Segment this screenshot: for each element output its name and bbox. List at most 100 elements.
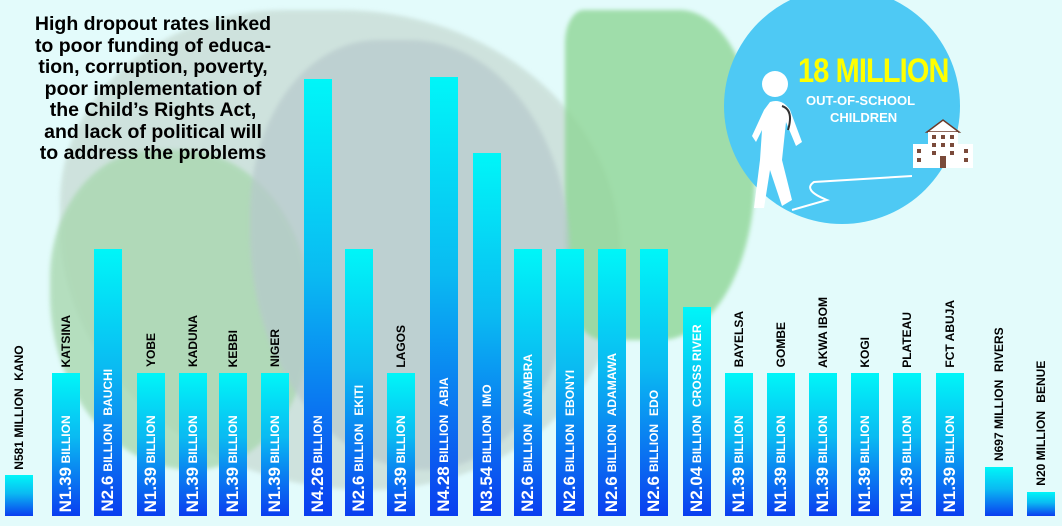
unit-label: BILLION <box>437 414 451 463</box>
state-label: BAYELSA <box>732 311 746 368</box>
state-label: KOGI <box>858 336 872 368</box>
bar <box>473 152 501 516</box>
bar-label: N2.6 BILLION ADAMAWA <box>598 353 626 512</box>
unit-label: BILLION <box>732 414 746 463</box>
state-label: YOBE <box>144 333 158 368</box>
bar-label: N1.39 BILLION <box>261 415 289 512</box>
bar-label: N1.39 BILLION <box>767 415 795 512</box>
amount-label: N4.28 <box>434 466 453 512</box>
amount-label: N2.6 <box>560 476 579 512</box>
state-label: RIVERS <box>992 327 1006 372</box>
bar-label: N4.26 BILLION <box>304 415 332 512</box>
state-label: KATSINA <box>59 314 73 368</box>
amount-label: N1.39 <box>223 466 242 512</box>
bar <box>261 373 289 516</box>
bar <box>387 373 415 516</box>
bar-label: N697 MILLION RIVERS <box>985 327 1013 461</box>
amount-label: N1.39 <box>183 466 202 512</box>
amount-label: N1.39 <box>391 466 410 512</box>
amount-label: N1.39 <box>771 466 790 512</box>
bar <box>179 373 207 516</box>
bar <box>430 76 458 516</box>
bar-label: N2.6 BILLION EBONYI <box>556 370 584 512</box>
bar-label: N1.39 BILLION <box>219 415 247 512</box>
bar <box>304 78 332 516</box>
unit-label: BILLION <box>186 414 200 463</box>
state-label: LAGOS <box>394 324 408 368</box>
unit-label: BILLION <box>480 414 494 463</box>
state-label: EKITI <box>352 385 366 417</box>
state-label: BAUCHI <box>101 369 115 417</box>
unit-label: BILLION <box>144 414 158 463</box>
bar-label: N2.6 BILLION BAUCHI <box>94 369 122 512</box>
state-label: EDO <box>647 390 661 417</box>
state-label: KEBBI <box>226 330 240 368</box>
amount-label: N2.6 <box>349 476 368 512</box>
headline-line: the Child’s Rights Act, <box>49 99 257 121</box>
bar-label: N1.39 BILLION <box>725 415 753 512</box>
bar <box>94 249 122 516</box>
unit-label: BILLION <box>647 424 661 473</box>
state-label: BENUE <box>1034 361 1048 404</box>
bar-label: N1.39 BILLION <box>52 415 80 512</box>
bar <box>137 373 165 516</box>
state-label: PLATEAU <box>900 311 914 368</box>
bar <box>556 249 584 516</box>
amount-label: N4.26 <box>308 466 327 512</box>
amount-label: N3.54 <box>477 466 496 512</box>
bar <box>683 306 711 516</box>
unit-label: BILLION <box>900 414 914 463</box>
bar <box>851 373 879 516</box>
amount-label: N2.6 <box>602 476 621 512</box>
bar-label: N2.6 BILLION EKITI <box>345 385 373 512</box>
state-label: KADUNA <box>186 315 200 368</box>
headline-line: tion, corruption, poverty, <box>38 56 268 78</box>
unit-label: BILLION <box>311 414 325 463</box>
unit-label: BILLION <box>605 424 619 473</box>
headline-line: and lack of political will <box>44 120 262 143</box>
bar <box>725 373 753 516</box>
amount-label: N1.39 <box>897 466 916 512</box>
bar <box>985 467 1013 516</box>
unit-label: BILLION <box>394 414 408 463</box>
bar-label: N20 MILLION BENUE <box>1027 361 1055 486</box>
bar <box>893 373 921 516</box>
unit-label: BILLION <box>521 424 535 473</box>
bar <box>5 475 33 516</box>
state-label: GOMBE <box>774 322 788 368</box>
bar-label: N1.39 BILLION <box>851 415 879 512</box>
headline-line: to poor funding of educa- <box>34 34 272 57</box>
amount-label: N1.39 <box>729 466 748 512</box>
unit-label: BILLION <box>563 424 577 473</box>
bar-label: N581 MILLION KANO <box>5 345 33 470</box>
bar-label: N1.39 BILLION <box>893 415 921 512</box>
bar-label: N1.39 BILLION <box>809 415 837 512</box>
bar <box>640 249 668 516</box>
school-building-icon <box>913 119 973 168</box>
unit-label: BILLION <box>816 414 830 463</box>
bar <box>219 373 247 516</box>
bar-label: N1.39 BILLION <box>387 415 415 512</box>
callout-number: 18 MILLION <box>798 52 949 90</box>
unit-label: BILLION <box>774 414 788 463</box>
amount-label: N20 MILLION <box>1034 411 1048 486</box>
unit-label: BILLION <box>268 414 282 463</box>
bar <box>345 249 373 516</box>
state-label: ABIA <box>437 377 451 407</box>
bar-label: N2.6 BILLION ANAMBRA <box>514 354 542 512</box>
bar-label: N2.6 BILLION EDO <box>640 390 668 512</box>
state-label: IMO <box>480 383 494 407</box>
bar-label: N3.54 BILLION IMO <box>473 384 501 512</box>
bar <box>52 373 80 516</box>
amount-label: N1.39 <box>855 466 874 512</box>
amount-label: N2.04 <box>687 466 706 512</box>
bar-label: N1.39 BILLION <box>179 415 207 512</box>
amount-label: N697 MILLION <box>992 379 1006 462</box>
unit-label: BILLION <box>352 424 366 473</box>
unit-label: BILLION <box>858 414 872 463</box>
callout-line1: OUT-OF-SCHOOL <box>806 93 916 108</box>
bar <box>514 249 542 516</box>
amount-label: N1.39 <box>813 466 832 512</box>
amount-label: N581 MILLION <box>12 387 26 470</box>
amount-label: N2.6 <box>518 476 537 512</box>
